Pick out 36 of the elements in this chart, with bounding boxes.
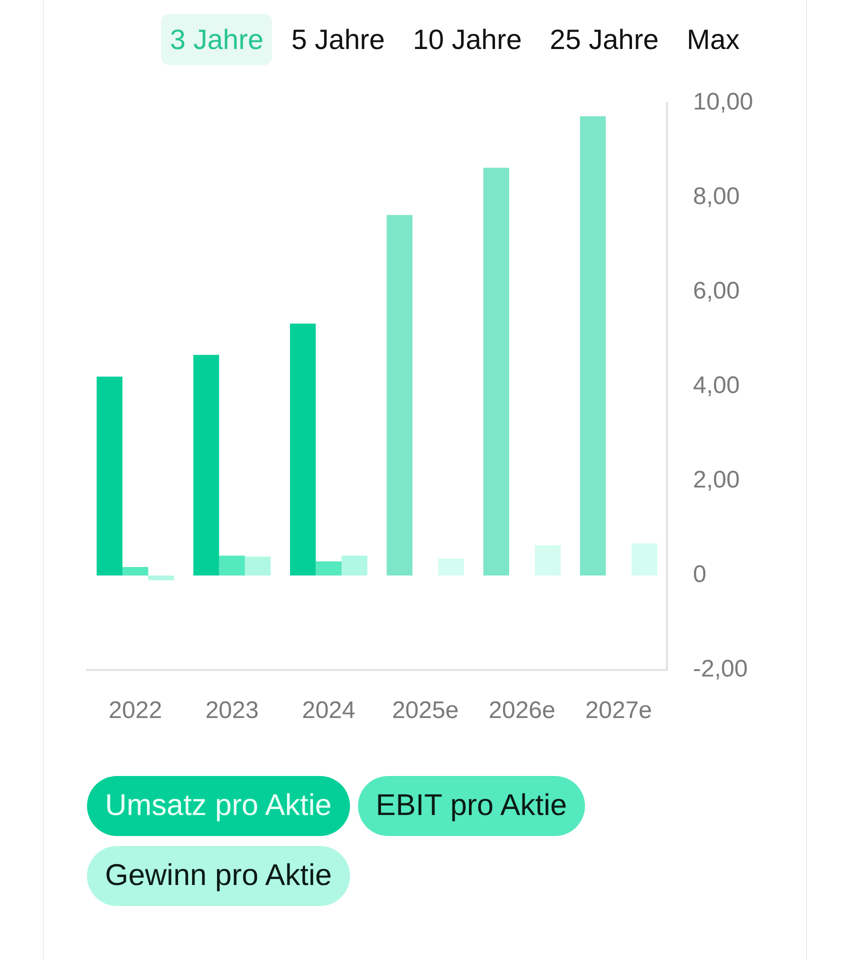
bar xyxy=(632,543,658,576)
bar xyxy=(244,556,271,576)
text: EBIT pro Aktie xyxy=(358,776,585,836)
text: 5 Jahre xyxy=(291,24,385,55)
y-tick-label: 6,00 xyxy=(693,278,740,305)
text: Umsatz pro Aktie xyxy=(87,776,350,836)
y-tick-label: 2,00 xyxy=(693,466,740,494)
bar xyxy=(580,116,606,576)
text: 3 Jahre xyxy=(170,24,264,55)
bar xyxy=(342,556,368,576)
bar xyxy=(193,354,220,576)
bar xyxy=(316,561,342,576)
y-tick-label: 0 xyxy=(693,561,706,588)
x-tick-label: 2024 xyxy=(302,697,356,724)
text: Max xyxy=(686,24,740,55)
x-tick-label: 2026e xyxy=(488,697,556,724)
bar xyxy=(483,168,510,576)
x-tick-label: 2025e xyxy=(392,697,459,724)
bar xyxy=(534,545,561,576)
x-tick-label: 2022 xyxy=(108,697,162,724)
y-tick-label: 8,00 xyxy=(693,183,740,210)
bar xyxy=(386,214,412,576)
y-tick-label: 10,00 xyxy=(693,88,754,116)
x-tick-label: 2027e xyxy=(585,697,652,724)
bar xyxy=(438,558,464,576)
y-tick-label: 4,00 xyxy=(693,372,740,400)
bar xyxy=(290,324,316,576)
y-tick-label: -2,00 xyxy=(693,656,748,683)
text: 10 Jahre xyxy=(412,24,522,55)
text: 25 Jahre xyxy=(550,24,659,55)
bar xyxy=(148,576,174,580)
x-tick-label: 2023 xyxy=(205,697,259,724)
bar xyxy=(219,556,245,576)
bar xyxy=(122,566,148,576)
text: Gewinn pro Aktie xyxy=(87,846,350,906)
bar xyxy=(96,376,122,576)
